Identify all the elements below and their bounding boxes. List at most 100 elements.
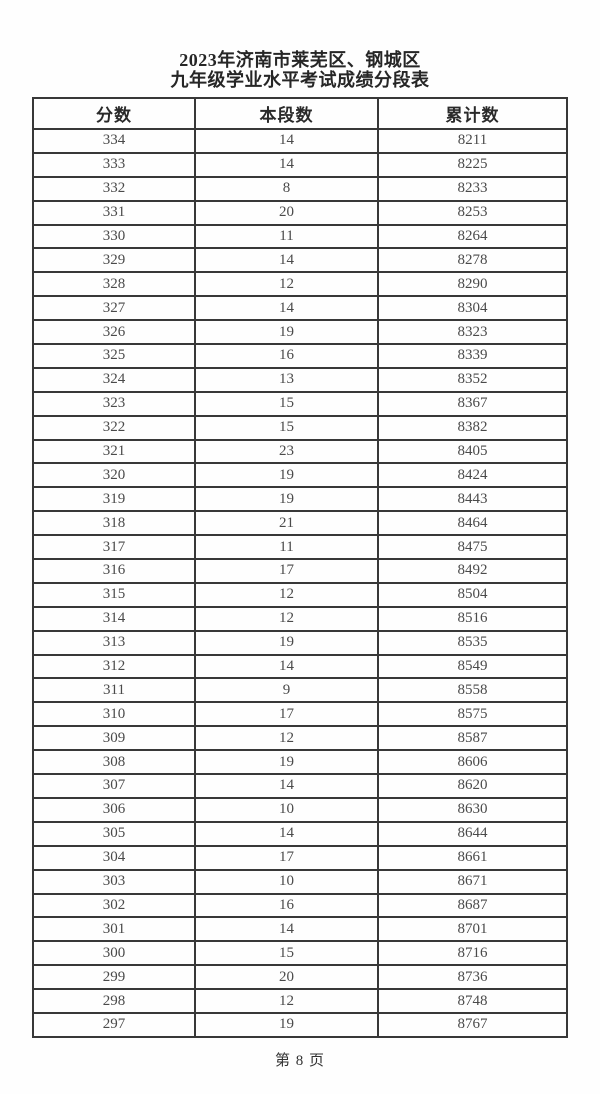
count-in-segment-cell: 17: [194, 844, 379, 871]
count-in-segment-cell: 8: [194, 175, 379, 202]
cumulative-count-cell: 8606: [377, 749, 568, 776]
table-row: 299 20 8736: [32, 964, 568, 991]
table-body: 334 14 8211 333 14 8225 332 8 8233 331 20 8253 330 11…: [32, 128, 568, 1038]
cumulative-count-cell: 8443: [377, 486, 568, 513]
count-in-segment-cell: 17: [194, 701, 379, 728]
table-row: 331 20 8253: [32, 199, 568, 226]
table-row: 322 15 8382: [32, 414, 568, 441]
score-cell: 306: [32, 796, 196, 823]
count-in-segment-cell: 11: [194, 534, 379, 561]
cumulative-count-cell: 8716: [377, 940, 568, 967]
table-row: 304 17 8661: [32, 844, 568, 871]
cumulative-count-cell: 8767: [377, 1011, 568, 1038]
score-cell: 313: [32, 629, 196, 656]
table-row: 312 14 8549: [32, 653, 568, 680]
count-in-segment-cell: 15: [194, 940, 379, 967]
cumulative-count-cell: 8225: [377, 151, 568, 178]
score-cell: 330: [32, 223, 196, 250]
table-row: 320 19 8424: [32, 462, 568, 489]
score-cell: 317: [32, 534, 196, 561]
score-cell: 331: [32, 199, 196, 226]
score-cell: 314: [32, 605, 196, 632]
cumulative-count-cell: 8535: [377, 629, 568, 656]
count-in-segment-cell: 12: [194, 725, 379, 752]
cumulative-count-cell: 8405: [377, 438, 568, 465]
score-cell: 323: [32, 390, 196, 417]
cumulative-count-cell: 8671: [377, 868, 568, 895]
score-cell: 303: [32, 868, 196, 895]
count-in-segment-cell: 14: [194, 820, 379, 847]
cumulative-count-cell: 8290: [377, 271, 568, 298]
count-in-segment-cell: 20: [194, 199, 379, 226]
table-row: 333 14 8225: [32, 151, 568, 178]
cumulative-count-cell: 8339: [377, 343, 568, 369]
table-row: 324 13 8352: [32, 366, 568, 393]
count-in-segment-cell: 14: [194, 128, 379, 154]
count-in-segment-cell: 12: [194, 605, 379, 632]
count-in-segment-cell: 19: [194, 319, 379, 346]
table-row: 319 19 8443: [32, 486, 568, 513]
table-row: 315 12 8504: [32, 581, 568, 608]
table-row: 316 17 8492: [32, 558, 568, 584]
cumulative-count-cell: 8304: [377, 295, 568, 322]
count-in-segment-cell: 21: [194, 510, 379, 537]
score-cell: 334: [32, 128, 196, 154]
column-header-score: 分数: [32, 97, 196, 130]
count-in-segment-cell: 16: [194, 343, 379, 369]
score-cell: 312: [32, 653, 196, 680]
count-in-segment-cell: 14: [194, 653, 379, 680]
column-header-count-in-segment: 本段数: [194, 97, 379, 130]
cumulative-count-cell: 8464: [377, 510, 568, 537]
score-cell: 324: [32, 366, 196, 393]
table-row: 311 9 8558: [32, 677, 568, 704]
count-in-segment-cell: 19: [194, 1011, 379, 1038]
cumulative-count-cell: 8382: [377, 414, 568, 441]
table-row: 297 19 8767: [32, 1011, 568, 1038]
document-title-line2: 九年级学业水平考试成绩分段表: [170, 70, 430, 90]
table-row: 300 15 8716: [32, 940, 568, 967]
table-row: 323 15 8367: [32, 390, 568, 417]
cumulative-count-cell: 8549: [377, 653, 568, 680]
count-in-segment-cell: 12: [194, 988, 379, 1014]
table-row: 298 12 8748: [32, 988, 568, 1014]
count-in-segment-cell: 12: [194, 271, 379, 298]
score-cell: 304: [32, 844, 196, 871]
count-in-segment-cell: 19: [194, 486, 379, 513]
score-cell: 315: [32, 581, 196, 608]
cumulative-count-cell: 8620: [377, 773, 568, 799]
score-cell: 327: [32, 295, 196, 322]
cumulative-count-cell: 8504: [377, 581, 568, 608]
table-row: 313 19 8535: [32, 629, 568, 656]
table-row: 301 14 8701: [32, 916, 568, 943]
table-row: 326 19 8323: [32, 319, 568, 346]
table-row: 306 10 8630: [32, 796, 568, 823]
score-cell: 329: [32, 247, 196, 274]
cumulative-count-cell: 8323: [377, 319, 568, 346]
score-cell: 326: [32, 319, 196, 346]
table-row: 330 11 8264: [32, 223, 568, 250]
cumulative-count-cell: 8233: [377, 175, 568, 202]
cumulative-count-cell: 8575: [377, 701, 568, 728]
column-header-cumulative-count: 累计数: [377, 97, 568, 130]
table-row: 310 17 8575: [32, 701, 568, 728]
score-distribution-table: 分数 本段数 累计数 334 14 8211 333 14 8225 332 8 8233 331 20…: [32, 97, 568, 1038]
page-number: 第 8 页: [274, 1052, 325, 1069]
cumulative-count-cell: 8352: [377, 366, 568, 393]
table-row: 307 14 8620: [32, 773, 568, 799]
score-cell: 333: [32, 151, 196, 178]
table-row: 321 23 8405: [32, 438, 568, 465]
cumulative-count-cell: 8701: [377, 916, 568, 943]
count-in-segment-cell: 19: [194, 749, 379, 776]
cumulative-count-cell: 8644: [377, 820, 568, 847]
score-cell: 316: [32, 558, 196, 584]
table-row: 318 21 8464: [32, 510, 568, 537]
score-cell: 300: [32, 940, 196, 967]
table-row: 327 14 8304: [32, 295, 568, 322]
score-cell: 325: [32, 343, 196, 369]
count-in-segment-cell: 19: [194, 462, 379, 489]
count-in-segment-cell: 10: [194, 796, 379, 823]
count-in-segment-cell: 19: [194, 629, 379, 656]
score-cell: 308: [32, 749, 196, 776]
score-cell: 321: [32, 438, 196, 465]
